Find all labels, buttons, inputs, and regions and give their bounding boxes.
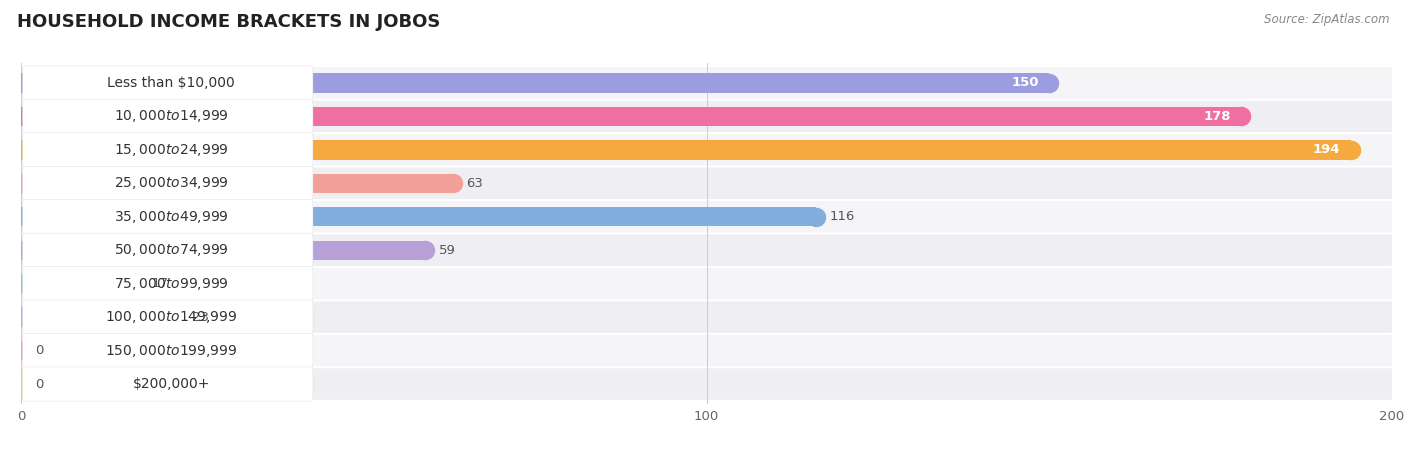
Point [806,213,828,220]
Text: 150: 150 [1011,76,1039,89]
Text: $200,000+: $200,000+ [132,377,209,391]
Text: 116: 116 [830,210,855,223]
FancyBboxPatch shape [22,334,314,368]
FancyBboxPatch shape [21,67,1392,99]
Text: $25,000 to $34,999: $25,000 to $34,999 [114,175,229,191]
Bar [21,274,138,293]
Point [441,180,464,187]
Text: 63: 63 [467,177,484,190]
Text: $50,000 to $74,999: $50,000 to $74,999 [114,242,229,258]
Text: 0: 0 [35,344,44,357]
Text: 17: 17 [152,277,169,290]
FancyBboxPatch shape [21,301,1392,333]
Bar [21,73,1049,92]
Bar [21,140,1351,159]
FancyBboxPatch shape [22,267,314,301]
Text: HOUSEHOLD INCOME BRACKETS IN JOBOS: HOUSEHOLD INCOME BRACKETS IN JOBOS [17,13,440,31]
Text: $100,000 to $149,999: $100,000 to $149,999 [105,309,238,325]
Text: Source: ZipAtlas.com: Source: ZipAtlas.com [1264,13,1389,26]
Text: $75,000 to $99,999: $75,000 to $99,999 [114,276,229,292]
Bar [21,207,817,226]
FancyBboxPatch shape [22,200,314,234]
FancyBboxPatch shape [22,99,314,133]
Point [1038,79,1060,87]
FancyBboxPatch shape [22,133,314,167]
Text: $10,000 to $14,999: $10,000 to $14,999 [114,108,229,124]
FancyBboxPatch shape [22,300,314,334]
Point [1340,146,1362,154]
FancyBboxPatch shape [22,66,314,100]
FancyBboxPatch shape [22,367,314,401]
FancyBboxPatch shape [22,166,314,200]
FancyBboxPatch shape [21,167,1392,199]
Text: 59: 59 [439,244,456,257]
Text: 194: 194 [1313,143,1340,156]
Point [1230,113,1253,120]
FancyBboxPatch shape [22,233,314,267]
Point [127,280,149,287]
Bar [21,107,1241,126]
FancyBboxPatch shape [21,268,1392,299]
FancyBboxPatch shape [21,234,1392,266]
FancyBboxPatch shape [21,335,1392,366]
FancyBboxPatch shape [21,201,1392,233]
Text: $150,000 to $199,999: $150,000 to $199,999 [105,343,238,359]
Bar [21,374,24,394]
FancyBboxPatch shape [21,134,1392,166]
Bar [21,174,453,193]
Bar [21,241,426,260]
Text: $15,000 to $24,999: $15,000 to $24,999 [114,142,229,158]
Point [167,313,190,321]
FancyBboxPatch shape [21,368,1392,400]
FancyBboxPatch shape [21,101,1392,132]
Text: 0: 0 [35,378,44,391]
Bar [21,341,24,360]
Bar [21,308,179,327]
Text: Less than $10,000: Less than $10,000 [107,76,235,90]
Text: $35,000 to $49,999: $35,000 to $49,999 [114,209,229,225]
Point [415,247,437,254]
Text: 23: 23 [193,311,209,324]
Text: 178: 178 [1204,110,1230,123]
